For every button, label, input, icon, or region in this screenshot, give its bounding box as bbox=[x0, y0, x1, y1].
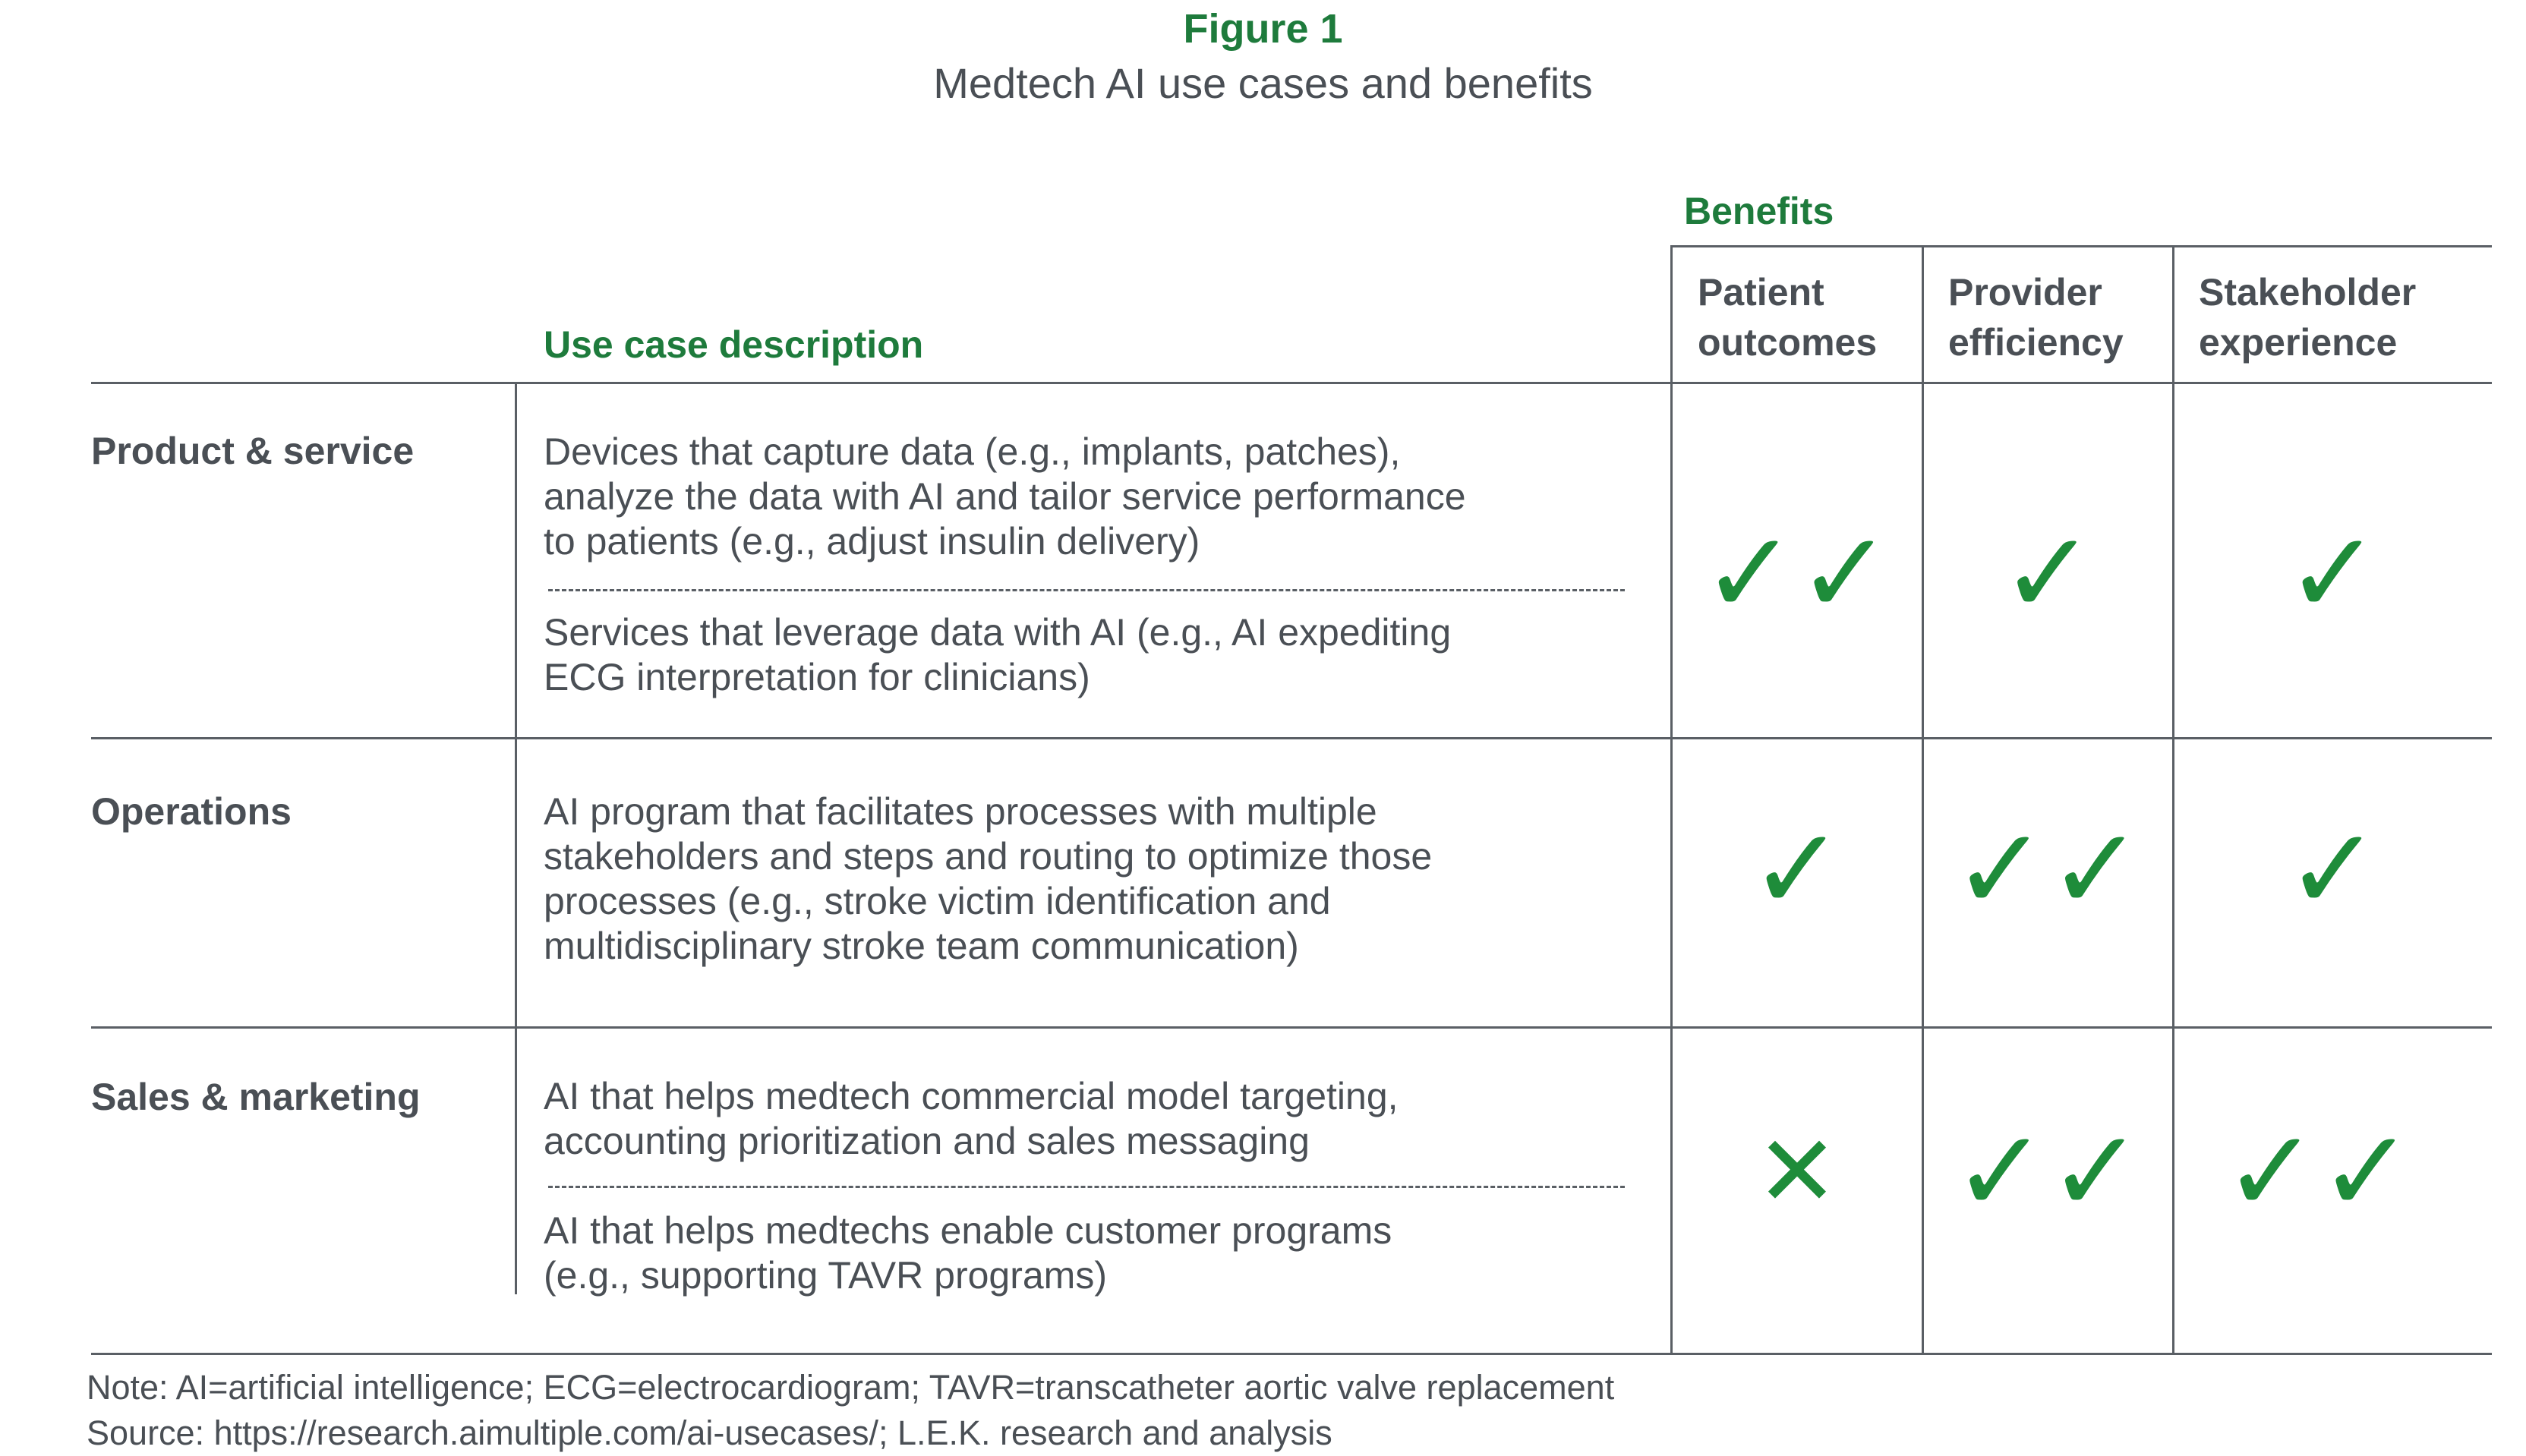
header-bottom-rule bbox=[91, 382, 2492, 384]
description-line: AI that helps medtechs enable customer p… bbox=[544, 1209, 1392, 1252]
description-line: AI that helps medtech commercial model t… bbox=[544, 1075, 1399, 1117]
table-bottom-rule bbox=[91, 1353, 2492, 1355]
row-divider bbox=[91, 1026, 2492, 1029]
patient-outcomes-cross-icon: ✕ bbox=[1755, 1116, 1839, 1227]
provider-efficiency-check-icon: ✓✓ bbox=[1952, 1108, 2144, 1235]
use-case-description: Devices that capture data (e.g., implant… bbox=[544, 430, 1652, 564]
column-divider bbox=[1670, 245, 1673, 1355]
use-case-description: AI that helps medtechs enable customer p… bbox=[544, 1209, 1652, 1298]
header-top-rule bbox=[1672, 245, 2492, 247]
description-line: analyze the data with AI and tailor serv… bbox=[544, 475, 1466, 518]
column-header-patient-outcomes: Patient outcomes bbox=[1698, 267, 1877, 367]
stakeholder-experience-check-icon: ✓ bbox=[2285, 509, 2381, 637]
column-header-line: outcomes bbox=[1698, 321, 1878, 364]
use-case-description-header: Use case description bbox=[544, 323, 924, 366]
description-line: processes (e.g., stroke victim identific… bbox=[544, 880, 1331, 922]
label-column-divider bbox=[515, 382, 517, 1294]
row-label-operations: Operations bbox=[91, 790, 292, 833]
figure-label: Figure 1 bbox=[1183, 6, 1343, 52]
row-label-sales-marketing: Sales & marketing bbox=[91, 1076, 421, 1118]
patient-outcomes-check-icon: ✓ bbox=[1749, 805, 1845, 933]
column-header-line: Patient bbox=[1698, 271, 1824, 314]
column-divider bbox=[2172, 245, 2174, 1355]
use-case-description: AI that helps medtech commercial model t… bbox=[544, 1074, 1652, 1164]
description-line: Services that leverage data with AI (e.g… bbox=[544, 611, 1452, 654]
stakeholder-experience-check-icon: ✓ bbox=[2285, 805, 2381, 933]
row-divider bbox=[91, 737, 2492, 739]
provider-efficiency-check-icon: ✓ bbox=[2000, 509, 2096, 637]
column-header-line: efficiency bbox=[1948, 321, 2124, 364]
footnote-source: Source: https://research.aimultiple.com/… bbox=[87, 1413, 1332, 1452]
use-case-description: AI program that facilitates processes wi… bbox=[544, 789, 1652, 969]
patient-outcomes-check-icon: ✓✓ bbox=[1701, 509, 1893, 637]
column-header-stakeholder-experience: Stakeholder experience bbox=[2199, 267, 2416, 367]
description-line: (e.g., supporting TAVR programs) bbox=[544, 1254, 1107, 1297]
dashed-separator bbox=[548, 589, 1625, 591]
footnote-note: Note: AI=artificial intelligence; ECG=el… bbox=[87, 1368, 1615, 1407]
description-line: stakeholders and steps and routing to op… bbox=[544, 835, 1433, 878]
description-line: accounting prioritization and sales mess… bbox=[544, 1120, 1310, 1162]
column-header-line: experience bbox=[2199, 321, 2398, 364]
dashed-separator bbox=[548, 1186, 1625, 1188]
provider-efficiency-check-icon: ✓✓ bbox=[1952, 805, 2144, 933]
description-line: multidisciplinary stroke team communicat… bbox=[544, 925, 1299, 967]
benefits-header: Benefits bbox=[1684, 190, 1834, 232]
description-line: Devices that capture data (e.g., implant… bbox=[544, 430, 1401, 473]
description-line: ECG interpretation for clinicians) bbox=[544, 656, 1090, 698]
description-line: to patients (e.g., adjust insulin delive… bbox=[544, 520, 1200, 563]
column-header-line: Stakeholder bbox=[2199, 271, 2417, 314]
description-line: AI program that facilitates processes wi… bbox=[544, 790, 1377, 833]
use-case-description: Services that leverage data with AI (e.g… bbox=[544, 610, 1652, 700]
figure-title: Medtech AI use cases and benefits bbox=[933, 59, 1593, 107]
row-label-product-service: Product & service bbox=[91, 430, 415, 472]
column-divider bbox=[1922, 245, 1924, 1355]
column-header-provider-efficiency: Provider efficiency bbox=[1948, 267, 2124, 367]
column-header-line: Provider bbox=[1948, 271, 2102, 314]
stakeholder-experience-check-icon: ✓✓ bbox=[2223, 1108, 2414, 1235]
